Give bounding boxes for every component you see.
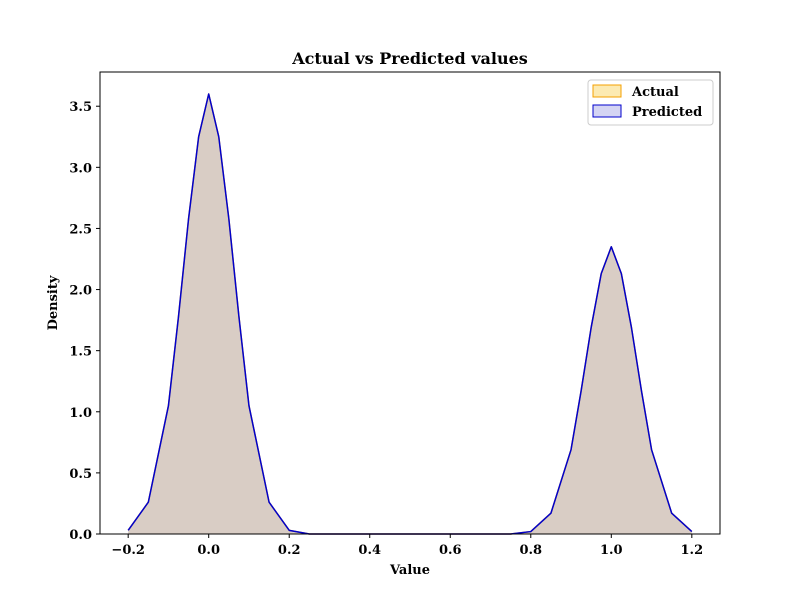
x-tick-label: 0.8: [519, 543, 542, 558]
legend-swatch-predicted: [592, 104, 622, 118]
x-tick-label: −0.2: [111, 543, 145, 558]
y-axis-label: Density: [46, 275, 61, 330]
legend-label-actual: Actual: [631, 85, 679, 100]
y-tick-label: 1.5: [69, 345, 92, 360]
x-tick-label: 0.6: [439, 543, 462, 558]
y-tick-label: 2.5: [69, 222, 92, 237]
chart-title: Actual vs Predicted values: [291, 49, 528, 68]
legend-swatch-actual: [592, 84, 622, 98]
legend: Actual Predicted: [587, 79, 714, 126]
y-tick-label: 3.0: [69, 161, 92, 176]
area-actual: [128, 94, 692, 534]
y-tick-label: 3.5: [69, 100, 92, 115]
x-tick-label: 0.4: [358, 543, 381, 558]
area-predicted: [128, 94, 692, 534]
x-tick-label: 1.0: [600, 543, 623, 558]
y-tick-label: 0.0: [69, 528, 92, 543]
plot-frame: [99, 71, 721, 535]
y-tick-label: 1.0: [69, 406, 92, 421]
legend-label-predicted: Predicted: [632, 105, 702, 120]
y-tick-label: 2.0: [69, 284, 92, 299]
x-tick-label: 0.0: [197, 543, 220, 558]
x-axis-label: Value: [389, 563, 430, 578]
legend-frame: [587, 79, 714, 126]
x-tick-label: 1.2: [681, 543, 704, 558]
y-tick-label: 0.5: [69, 467, 92, 482]
x-tick-label: 0.2: [278, 543, 301, 558]
